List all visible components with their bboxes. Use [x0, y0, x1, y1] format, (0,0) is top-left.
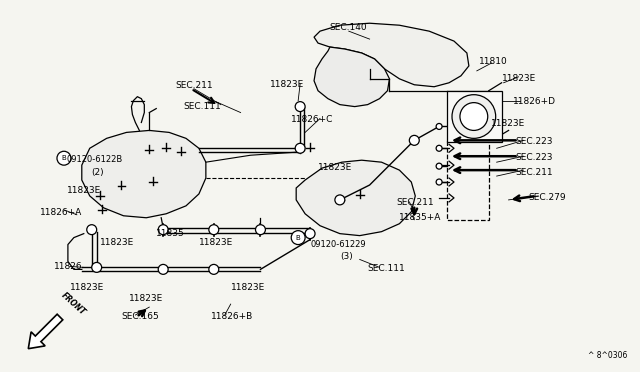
Circle shape [209, 225, 219, 235]
Text: (2): (2) [92, 168, 104, 177]
Text: 11823E: 11823E [318, 163, 352, 172]
Text: 11823E: 11823E [502, 74, 536, 83]
Text: 11823E: 11823E [129, 294, 164, 303]
Text: 09120-61229: 09120-61229 [310, 240, 365, 248]
Circle shape [436, 124, 442, 129]
Polygon shape [82, 131, 206, 218]
Text: 09120-6122B: 09120-6122B [67, 155, 123, 164]
Text: 11826+C: 11826+C [291, 115, 333, 124]
Text: 11826+B: 11826+B [211, 312, 253, 321]
Text: 11826+A: 11826+A [40, 208, 83, 217]
Text: 11823E: 11823E [70, 283, 104, 292]
Text: SEC.165: SEC.165 [122, 312, 159, 321]
Text: 11823E: 11823E [100, 238, 134, 247]
Circle shape [436, 179, 442, 185]
Text: 11835+A: 11835+A [399, 213, 442, 222]
Text: 11823E: 11823E [67, 186, 101, 195]
Bar [447, 91, 502, 142]
Text: B: B [296, 235, 301, 241]
Text: SEC.111: SEC.111 [367, 264, 405, 273]
Text: 11823E: 11823E [270, 80, 305, 89]
Circle shape [209, 264, 219, 274]
Text: FRONT: FRONT [60, 291, 88, 317]
Circle shape [255, 225, 266, 235]
FancyArrow shape [28, 314, 63, 349]
Text: 11810: 11810 [479, 57, 508, 66]
Text: SEC.211: SEC.211 [516, 168, 553, 177]
Text: 11823E: 11823E [199, 238, 233, 247]
Text: 11826: 11826 [54, 262, 83, 272]
Circle shape [436, 145, 442, 151]
Polygon shape [314, 47, 390, 107]
Text: B: B [61, 155, 67, 161]
Text: SEC.279: SEC.279 [529, 193, 566, 202]
Circle shape [291, 231, 305, 244]
Circle shape [305, 229, 315, 238]
Text: 11823E: 11823E [491, 119, 525, 128]
Text: ^ 8^0306: ^ 8^0306 [588, 351, 627, 360]
Polygon shape [296, 160, 415, 235]
Circle shape [452, 95, 495, 138]
Circle shape [158, 225, 168, 235]
Circle shape [57, 151, 71, 165]
Text: 11835: 11835 [156, 229, 185, 238]
Polygon shape [314, 23, 469, 87]
Text: SEC.111: SEC.111 [183, 102, 221, 110]
Text: SEC.140: SEC.140 [329, 23, 367, 32]
Circle shape [295, 102, 305, 112]
Text: SEC.211: SEC.211 [396, 198, 434, 207]
Text: 11826+D: 11826+D [513, 97, 556, 106]
Text: 11823E: 11823E [230, 283, 265, 292]
Circle shape [295, 143, 305, 153]
Circle shape [436, 163, 442, 169]
Circle shape [87, 225, 97, 235]
Text: SEC.223: SEC.223 [516, 137, 553, 146]
Text: SEC.211: SEC.211 [175, 81, 212, 90]
Circle shape [460, 103, 488, 131]
Bar [447, 140, 489, 220]
Circle shape [158, 264, 168, 274]
Text: SEC.223: SEC.223 [516, 153, 553, 162]
Circle shape [92, 262, 102, 272]
Text: (3): (3) [340, 253, 353, 262]
Circle shape [410, 135, 419, 145]
Circle shape [335, 195, 345, 205]
